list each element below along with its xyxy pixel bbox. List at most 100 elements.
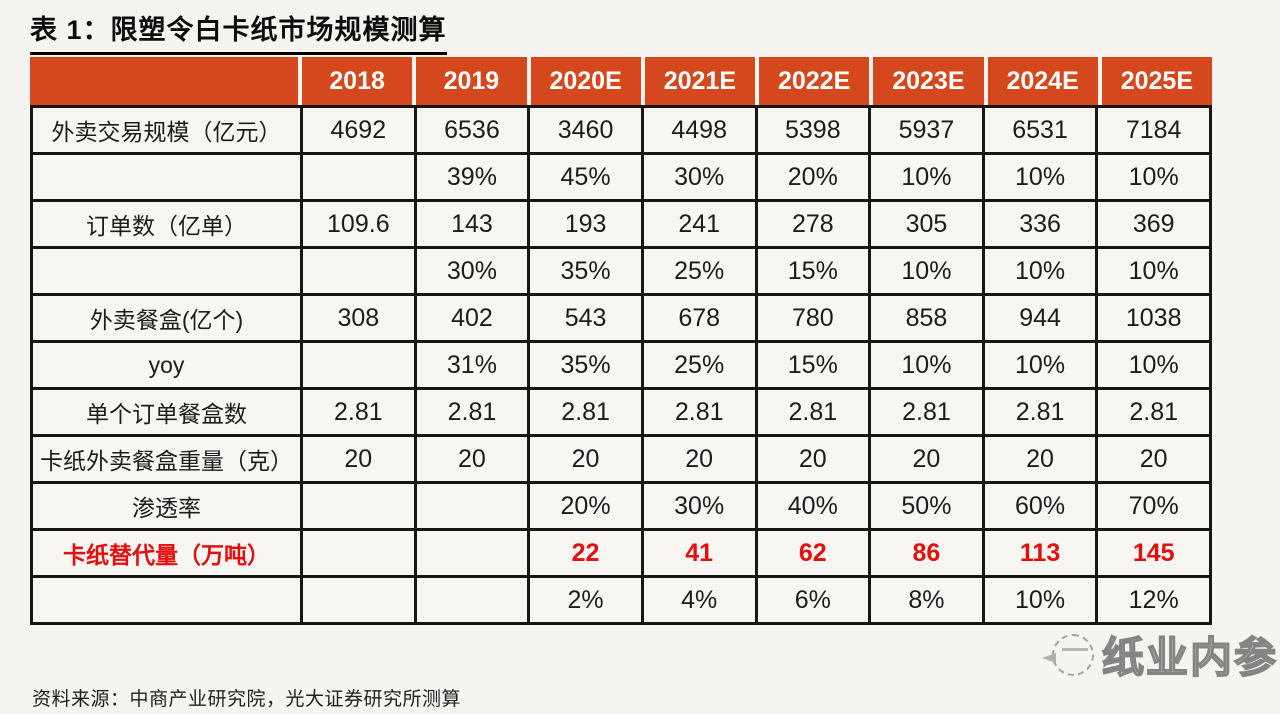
table-row: yoy 31% 35% 25% 15% 10% 10% 10%	[30, 340, 1212, 390]
table-cell: 10%	[981, 340, 1099, 390]
table-cell: 10%	[1095, 246, 1212, 296]
row-label	[30, 246, 303, 296]
table-cell: 12%	[1095, 575, 1212, 625]
table-cell: 62	[754, 528, 872, 578]
table-cell: 10%	[868, 246, 985, 296]
table-cell: 35%	[527, 340, 644, 390]
table-cell: 30%	[640, 152, 758, 202]
table-cell: 113	[981, 528, 1099, 578]
table-cell: 6536	[413, 105, 531, 155]
table-cell: 678	[640, 293, 758, 343]
column-header: 2024E	[987, 57, 1098, 105]
table-cell: 4692	[300, 105, 417, 155]
table-cell: 10%	[1095, 152, 1212, 202]
column-header: 2023E	[873, 57, 984, 105]
table-row: 单个订单餐盒数 2.81 2.81 2.81 2.81 2.81 2.81 2.81 2.81	[30, 387, 1212, 437]
corner-cell	[30, 57, 298, 105]
bird-logo-icon	[1042, 633, 1094, 676]
column-header: 2020E	[530, 57, 641, 105]
table-cell: 20	[413, 434, 531, 484]
table-cell: 35%	[527, 246, 644, 296]
table-cell: 2.81	[754, 387, 872, 437]
table-cell: 20	[868, 434, 985, 484]
table-cell: 278	[754, 199, 872, 249]
table-row: 外卖餐盒(亿个) 308 402 543 678 780 858 944 1038	[30, 293, 1212, 343]
table-cell: 4%	[640, 575, 758, 625]
table-cell: 31%	[413, 340, 531, 390]
source-note: 资料来源：中商产业研究院，光大证券研究所测算	[32, 689, 462, 710]
table-row: 2% 4% 6% 8% 10% 12%	[30, 575, 1212, 625]
watermark-text: 纸业内参	[1101, 633, 1279, 682]
table-cell: 30%	[413, 246, 531, 296]
table-cell: 7184	[1095, 105, 1212, 155]
table-cell: 41	[640, 528, 758, 578]
table-cell: 60%	[981, 481, 1099, 531]
table-cell: 20	[640, 434, 758, 484]
table-cell	[413, 481, 531, 531]
table-row: 卡纸替代量（万吨） 22 41 62 86 113 145	[30, 528, 1212, 578]
table-row: 订单数（亿单） 109.6 143 193 241 278 305 336 369	[30, 199, 1212, 249]
table-cell	[300, 152, 417, 202]
table-cell: 20	[754, 434, 872, 484]
table-cell	[300, 575, 417, 625]
table-cell: 86	[868, 528, 985, 578]
table-row: 39% 45% 30% 20% 10% 10% 10%	[30, 152, 1212, 202]
table-cell: 308	[300, 293, 417, 343]
table-cell: 15%	[754, 340, 872, 390]
table-row: 30% 35% 25% 15% 10% 10% 10%	[30, 246, 1212, 296]
row-label: 卡纸替代量（万吨）	[30, 528, 303, 578]
table-cell: 143	[413, 199, 531, 249]
table-cell: 2.81	[300, 387, 417, 437]
table-cell: 6%	[754, 575, 872, 625]
table-cell	[413, 528, 531, 578]
table-cell: 25%	[640, 246, 758, 296]
table-cell: 70%	[1095, 481, 1212, 531]
table-cell: 10%	[1095, 340, 1212, 390]
table-cell: 45%	[527, 152, 644, 202]
table-cell: 30%	[640, 481, 758, 531]
table-cell	[300, 340, 417, 390]
table-cell: 2.81	[981, 387, 1099, 437]
table-cell: 10%	[868, 152, 985, 202]
table-cell: 4498	[640, 105, 758, 155]
table-cell: 402	[413, 293, 531, 343]
table-row: 渗透率 20% 30% 40% 50% 60% 70%	[30, 481, 1212, 531]
row-label: 订单数（亿单）	[30, 199, 303, 249]
table-cell	[413, 575, 531, 625]
column-header: 2018	[302, 57, 413, 105]
table-cell: 39%	[413, 152, 531, 202]
table-cell: 20%	[754, 152, 872, 202]
table-cell: 109.6	[300, 199, 417, 249]
table-cell: 858	[868, 293, 985, 343]
data-table: 外卖交易规模（亿元） 4692 6536 3460 4498 5398 5937 6531 71…	[30, 105, 1212, 625]
table-cell: 10%	[981, 575, 1099, 625]
table-cell: 20	[527, 434, 644, 484]
table-cell: 193	[527, 199, 644, 249]
table-cell: 780	[754, 293, 872, 343]
column-header: 2025E	[1101, 57, 1212, 105]
table-cell: 2%	[527, 575, 644, 625]
table-cell: 305	[868, 199, 985, 249]
table-cell: 944	[981, 293, 1099, 343]
table-cell: 40%	[754, 481, 872, 531]
table-cell	[300, 481, 417, 531]
table-cell: 6531	[981, 105, 1099, 155]
table-cell: 20	[981, 434, 1099, 484]
table-cell: 5937	[868, 105, 985, 155]
table-cell: 2.81	[527, 387, 644, 437]
row-label: 单个订单餐盒数	[30, 387, 303, 437]
column-header: 2021E	[644, 57, 755, 105]
table-cell: 5398	[754, 105, 872, 155]
table-cell: 50%	[868, 481, 985, 531]
row-label: 外卖交易规模（亿元）	[30, 105, 303, 155]
table-cell: 336	[981, 199, 1099, 249]
table-cell: 20%	[527, 481, 644, 531]
table-cell: 20	[1095, 434, 1212, 484]
table-cell: 10%	[981, 246, 1099, 296]
column-header: 2022E	[759, 57, 870, 105]
table-cell: 145	[1095, 528, 1212, 578]
table-cell: 3460	[527, 105, 644, 155]
table-title: 表 1：限塑令白卡纸市场规模测算	[30, 8, 447, 55]
row-label	[30, 152, 303, 202]
table-cell: 543	[527, 293, 644, 343]
